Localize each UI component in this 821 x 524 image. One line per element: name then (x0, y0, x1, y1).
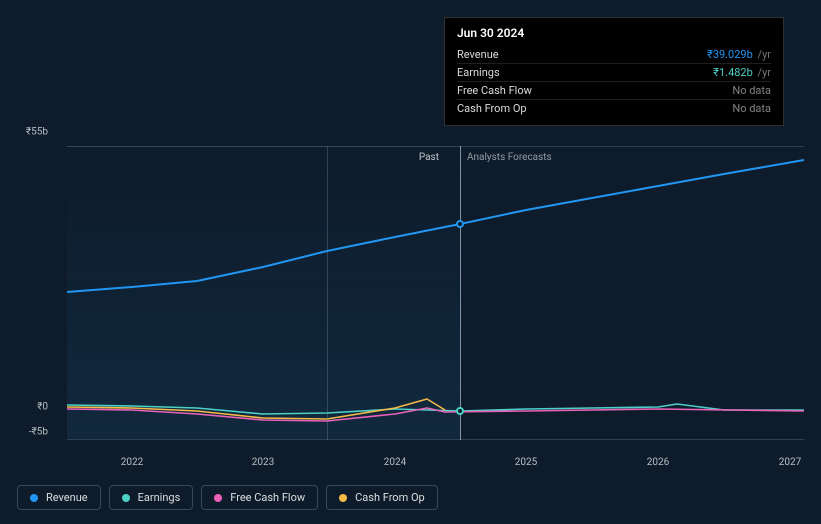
cursor-line (460, 146, 461, 440)
past-label: Past (419, 152, 439, 163)
legend-dot-icon (214, 494, 222, 502)
legend-label: Free Cash Flow (230, 491, 305, 504)
tooltip-row-value: No data (732, 102, 771, 115)
legend: Revenue Earnings Free Cash Flow Cash From O… (17, 485, 438, 510)
legend-dot-icon (122, 494, 130, 502)
tooltip-date: Jun 30 2024 (457, 26, 771, 40)
legend-item-cfo[interactable]: Cash From Op (326, 485, 438, 510)
tooltip-row: Cash From Op No data (457, 99, 771, 117)
legend-label: Earnings (138, 491, 181, 504)
x-axis-label: 2026 (647, 457, 669, 468)
x-axis-label: 2025 (515, 457, 537, 468)
gridline-vertical (327, 146, 328, 440)
tooltip-row-value: ₹1.482b /yr (713, 66, 771, 79)
tooltip-row: Earnings ₹1.482b /yr (457, 63, 771, 81)
legend-label: Cash From Op (355, 491, 425, 504)
legend-label: Revenue (46, 491, 88, 504)
y-axis: ₹55b ₹0 -₹5b (0, 0, 48, 465)
legend-dot-icon (30, 494, 38, 502)
tooltip-rows: Revenue ₹39.029b /yr Earnings ₹1.482b /yr Fr… (457, 46, 771, 117)
tooltip-row-value: ₹39.029b /yr (707, 48, 771, 61)
tooltip-row-label: Free Cash Flow (457, 84, 532, 97)
series-marker-revenue (456, 220, 464, 228)
tooltip-row-label: Earnings (457, 66, 500, 79)
past-region (67, 146, 460, 440)
tooltip-row: Revenue ₹39.029b /yr (457, 46, 771, 63)
tooltip-row-value: No data (732, 84, 771, 97)
legend-item-revenue[interactable]: Revenue (17, 485, 101, 510)
forecast-label: Analysts Forecasts (467, 152, 552, 163)
legend-item-earnings[interactable]: Earnings (109, 485, 194, 510)
hover-tooltip: Jun 30 2024 Revenue ₹39.029b /yr Earnings ₹… (444, 17, 784, 126)
x-axis-label: 2024 (384, 457, 406, 468)
x-axis-label: 2027 (779, 457, 801, 468)
tooltip-row-label: Cash From Op (457, 102, 527, 115)
legend-dot-icon (339, 494, 347, 502)
tooltip-row-label: Revenue (457, 48, 499, 61)
series-marker-earnings (456, 407, 464, 415)
y-axis-label: ₹55b (26, 127, 48, 138)
x-axis-label: 2023 (252, 457, 274, 468)
forecast-chart: Past Analysts Forecasts 2022 2023 2024 2025… (0, 0, 821, 524)
y-axis-label: ₹0 (37, 402, 48, 413)
legend-item-fcf[interactable]: Free Cash Flow (201, 485, 318, 510)
tooltip-row: Free Cash Flow No data (457, 81, 771, 99)
forecast-region (460, 146, 804, 440)
y-axis-label: -₹5b (29, 427, 48, 438)
x-axis-label: 2022 (121, 457, 143, 468)
